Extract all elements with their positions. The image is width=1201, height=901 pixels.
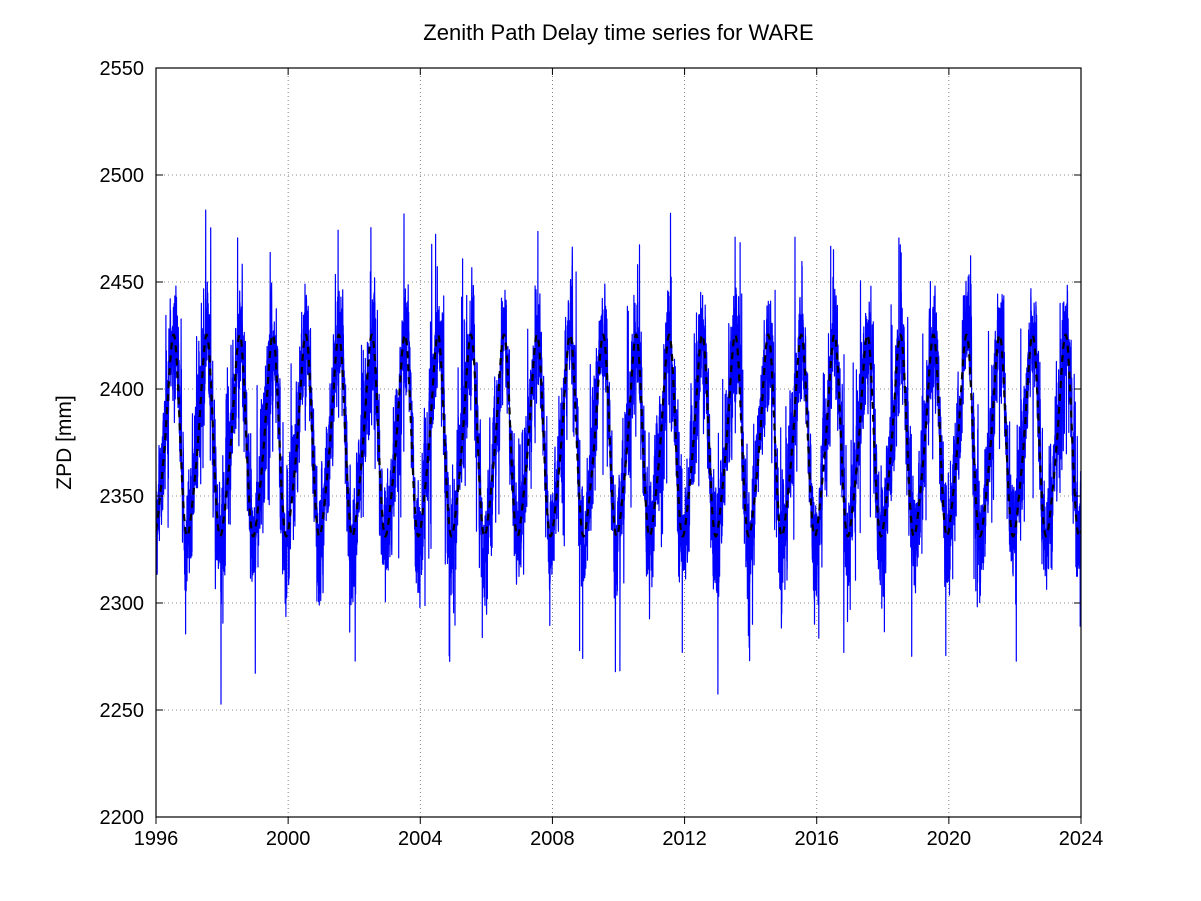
chart-svg: 1996 2000 2004 2008 2012 2016 2020 2024 2200 2250… [0, 0, 1201, 901]
chart-title: Zenith Path Delay time series for WARE [423, 20, 813, 45]
y-tick-label: 2550 [100, 58, 145, 80]
x-tick-label: 2008 [530, 828, 575, 850]
y-tick-label: 2450 [100, 272, 145, 294]
y-tick-label: 2300 [100, 593, 145, 615]
x-tick-label: 1996 [134, 828, 179, 850]
y-tick-label: 2200 [100, 807, 145, 829]
y-tick-label: 2250 [100, 700, 145, 722]
x-tick-label: 2024 [1059, 828, 1104, 850]
y-tick-label: 2400 [100, 379, 145, 401]
chart-container: 1996 2000 2004 2008 2012 2016 2020 2024 2200 2250… [0, 0, 1201, 901]
x-tick-label: 2016 [794, 828, 839, 850]
y-axis-label: ZPD [mm] [53, 395, 76, 490]
y-tick-label: 2500 [100, 165, 145, 187]
y-tick-label: 2350 [100, 486, 145, 508]
x-tick-label: 2020 [927, 828, 972, 850]
x-tick-label: 2000 [266, 828, 311, 850]
x-tick-label: 2012 [662, 828, 707, 850]
x-tick-label: 2004 [398, 828, 443, 850]
